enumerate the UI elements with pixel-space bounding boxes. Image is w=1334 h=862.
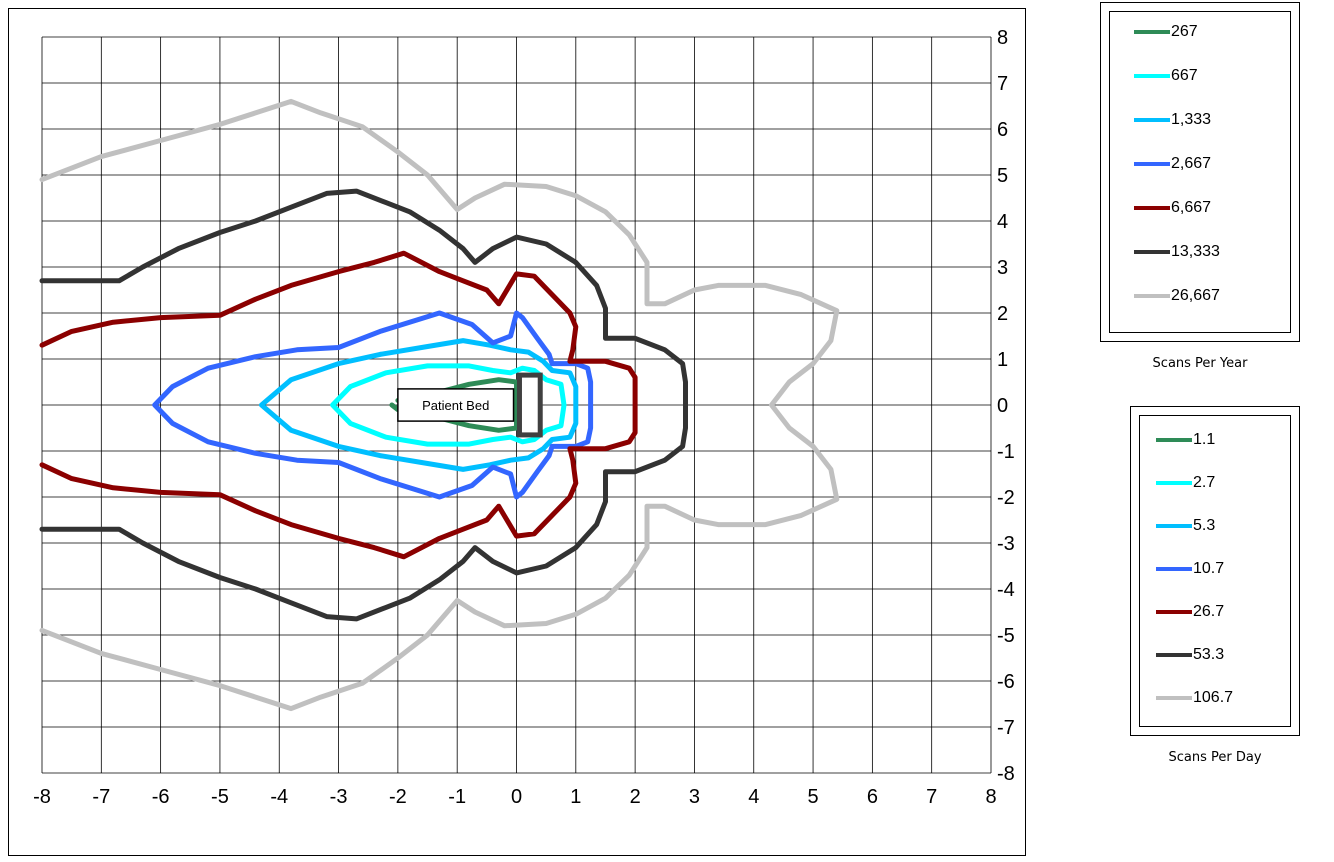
- legend-swatch: [1134, 162, 1170, 166]
- legend-label: 5.3: [1193, 517, 1216, 534]
- legend-scans-per-year: 267 667 1,333 2,667 6,667 13,333 26,667: [1100, 2, 1300, 342]
- legend-label: 2,667: [1171, 155, 1212, 172]
- legend-swatch: [1134, 74, 1170, 78]
- x-tick-label: -7: [92, 786, 110, 808]
- legend-label: 1.1: [1193, 431, 1216, 448]
- legend-item: 13,333: [1110, 242, 1220, 262]
- legend-swatch: [1156, 653, 1192, 657]
- legend-label: 13,333: [1171, 243, 1220, 260]
- legend-item: 667: [1110, 66, 1198, 86]
- legend-item: 267: [1110, 22, 1198, 42]
- legend-swatch: [1156, 438, 1192, 442]
- y-tick-label: -3: [997, 533, 1015, 555]
- legend-swatch: [1156, 524, 1192, 528]
- y-tick-label: -1: [997, 441, 1015, 463]
- legend-label: 667: [1171, 67, 1198, 84]
- legend-label: 106.7: [1193, 689, 1234, 706]
- y-tick-label: 8: [997, 27, 1008, 49]
- x-tick-label: 2: [630, 786, 641, 808]
- legend-label: 267: [1171, 23, 1198, 40]
- legend-label: 1,333: [1171, 111, 1212, 128]
- legend-year-caption: Scans Per Year: [1152, 356, 1248, 371]
- y-tick-label: 6: [997, 119, 1008, 141]
- x-tick-label: 1: [570, 786, 581, 808]
- y-tick-label: 3: [997, 257, 1008, 279]
- legend-item: 5.3: [1140, 516, 1215, 536]
- y-tick-label: -7: [997, 717, 1015, 739]
- x-tick-label: -6: [152, 786, 170, 808]
- legend-label: 26,667: [1171, 287, 1220, 304]
- y-tick-label: -2: [997, 487, 1015, 509]
- y-tick-label: -8: [997, 763, 1015, 785]
- y-tick-label: 1: [997, 349, 1008, 371]
- contour-chart: -8 -7 -6 -5 -4 -3 -2 -1 0 1 2 3 4 5 6 7 8 8 7 6 5 4 3 2 1 0 -1 -2 -3…: [33, 27, 1015, 808]
- contour-line-2: [330, 363, 567, 447]
- y-tick-label: 0: [997, 395, 1008, 417]
- x-tick-label: -4: [270, 786, 288, 808]
- x-tick-label: 6: [867, 786, 878, 808]
- contour-line-3: [259, 338, 579, 472]
- legend-year-box: 267 667 1,333 2,667 6,667 13,333 26,667: [1109, 11, 1291, 333]
- x-tick-label: -3: [330, 786, 348, 808]
- legend-item: 26,667: [1110, 286, 1220, 306]
- chart-frame: -8 -7 -6 -5 -4 -3 -2 -1 0 1 2 3 4 5 6 7 8 8 7 6 5 4 3 2 1 0 -1 -2 -3…: [8, 8, 1026, 856]
- legend-item: 106.7: [1140, 688, 1233, 708]
- legend-swatch: [1134, 206, 1170, 210]
- legend-label: 2.7: [1193, 474, 1216, 491]
- legend-item: 2.7: [1140, 473, 1215, 493]
- legend-item: 1.1: [1140, 430, 1215, 450]
- y-tick-label: -5: [997, 625, 1015, 647]
- legend-item: 53.3: [1140, 645, 1224, 665]
- contour-line-7: [39, 98, 840, 712]
- y-tick-label: 5: [997, 165, 1008, 187]
- x-tick-label: -1: [448, 786, 466, 808]
- legend-swatch: [1156, 481, 1192, 485]
- legend-swatch: [1156, 567, 1192, 571]
- legend-swatch: [1134, 294, 1170, 298]
- patient-bed-label: Patient Bed: [422, 398, 489, 413]
- gantry-block: [516, 372, 543, 438]
- contour-line-5: [39, 250, 638, 560]
- x-tick-label: 8: [985, 786, 996, 808]
- legend-item: 2,667: [1110, 154, 1211, 174]
- x-tick-label: -2: [389, 786, 407, 808]
- legend-item: 1,333: [1110, 110, 1211, 130]
- patient-bed-box: [397, 388, 515, 422]
- x-tick-label: 4: [748, 786, 759, 808]
- legend-swatch: [1156, 696, 1192, 700]
- legend-swatch: [1134, 30, 1170, 34]
- legend-label: 10.7: [1193, 560, 1225, 577]
- legend-swatch: [1134, 250, 1170, 254]
- legend-label: 26.7: [1193, 603, 1225, 620]
- x-tick-label: 7: [926, 786, 937, 808]
- contour-line-4: [152, 310, 594, 500]
- legend-day-caption: Scans Per Day: [1168, 750, 1262, 765]
- x-tick-label: 3: [689, 786, 700, 808]
- y-tick-label: 7: [997, 73, 1008, 95]
- legend-label: 6,667: [1171, 199, 1212, 216]
- legend-item: 6,667: [1110, 198, 1211, 218]
- y-tick-label: -6: [997, 671, 1015, 693]
- y-tick-label: 4: [997, 211, 1008, 233]
- x-tick-label: 0: [511, 786, 522, 808]
- legend-item: 10.7: [1140, 559, 1224, 579]
- legend-scans-per-day: 1.1 2.7 5.3 10.7 26.7 53.3 106.7: [1130, 406, 1300, 736]
- y-tick-label: 2: [997, 303, 1008, 325]
- y-tick-label: -4: [997, 579, 1015, 601]
- legend-swatch: [1156, 610, 1192, 614]
- x-tick-label: 5: [808, 786, 819, 808]
- legend-label: 53.3: [1193, 646, 1225, 663]
- legend-day-box: 1.1 2.7 5.3 10.7 26.7 53.3 106.7: [1139, 415, 1291, 727]
- legend-item: 26.7: [1140, 602, 1224, 622]
- contour-line-6: [39, 188, 688, 622]
- x-tick-label: -8: [33, 786, 51, 808]
- x-tick-label: -5: [211, 786, 229, 808]
- legend-swatch: [1134, 118, 1170, 122]
